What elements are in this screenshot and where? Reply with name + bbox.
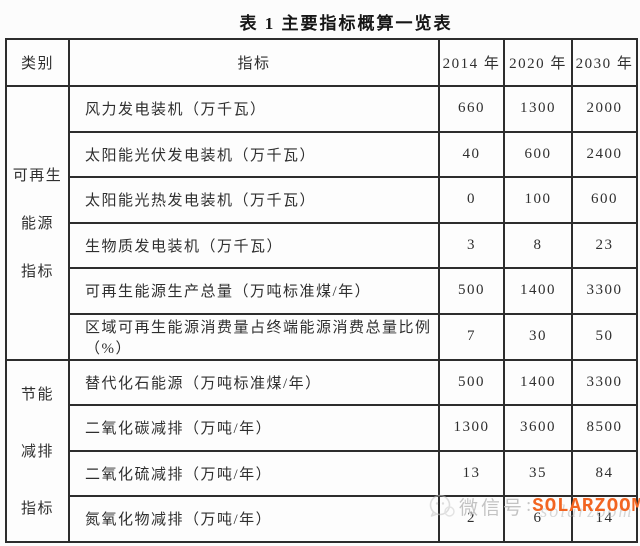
indicator-table: 类别 指标 2014 年 2020 年 2030 年 可再生 能源 指标 风力发… <box>5 38 638 543</box>
value-cell: 84 <box>571 449 638 497</box>
indicator-cell: 太阳能光热发电装机（万千瓦） <box>68 176 440 224</box>
table-row: 氮氧化物减排（万吨/年） 2 6 14 <box>6 495 638 543</box>
value-cell: 660 <box>438 85 505 133</box>
value-cell: 13 <box>438 449 505 497</box>
value-cell: 30 <box>503 312 573 361</box>
value-cell: 3 <box>438 221 505 269</box>
table-row: 太阳能光伏发电装机（万千瓦） 40 600 2400 <box>6 130 638 178</box>
value-cell: 35 <box>503 449 573 497</box>
table-row: 二氧化碳减排（万吨/年） 1300 3600 8500 <box>6 404 638 452</box>
value-cell: 500 <box>438 358 505 406</box>
value-cell: 500 <box>438 267 505 315</box>
table-row: 区域可再生能源消费量占终端能源消费总量比例（%） 7 30 50 <box>6 312 638 361</box>
indicator-cell: 区域可再生能源消费量占终端能源消费总量比例（%） <box>68 312 440 361</box>
category-cell-renewable: 可再生 能源 指标 <box>5 85 70 361</box>
indicator-cell: 二氧化碳减排（万吨/年） <box>68 404 440 452</box>
value-cell: 2400 <box>571 130 638 178</box>
value-cell: 8500 <box>571 404 638 452</box>
table-header-row: 类别 指标 2014 年 2020 年 2030 年 <box>5 38 638 87</box>
header-year-2014: 2014 年 <box>438 38 505 87</box>
value-cell: 1400 <box>503 358 573 406</box>
table-row: 生物质发电装机（万千瓦） 3 8 23 <box>6 221 638 269</box>
value-cell: 1300 <box>438 404 505 452</box>
indicator-cell: 生物质发电装机（万千瓦） <box>68 221 440 269</box>
table-row: 可再生 能源 指标 风力发电装机（万千瓦） 660 1300 2000 <box>5 85 638 361</box>
category-label: 节能 减排 指标 <box>20 387 54 517</box>
value-cell: 600 <box>571 176 638 224</box>
value-cell: 2 <box>438 495 505 543</box>
indicator-cell: 替代化石能源（万吨标准煤/年） <box>68 358 440 406</box>
value-cell: 14 <box>571 495 638 543</box>
value-cell: 2000 <box>571 85 638 133</box>
value-cell: 0 <box>438 176 505 224</box>
indicator-cell: 可再生能源生产总量（万吨标准煤/年） <box>68 267 440 315</box>
value-cell: 3300 <box>571 267 638 315</box>
table-row: 可再生能源生产总量（万吨标准煤/年） 500 1400 3300 <box>6 267 638 315</box>
value-cell: 6 <box>503 495 573 543</box>
value-cell: 1300 <box>503 85 573 133</box>
value-cell: 7 <box>438 312 505 361</box>
value-cell: 1400 <box>503 267 573 315</box>
category-label: 可再生 能源 指标 <box>12 168 63 281</box>
indicator-cell: 氮氧化物减排（万吨/年） <box>68 495 440 543</box>
header-category: 类别 <box>5 38 70 87</box>
table-row: 节能 减排 指标 替代化石能源（万吨标准煤/年） 500 1400 3300 <box>5 358 638 543</box>
value-cell: 40 <box>438 130 505 178</box>
table-row: 二氧化硫减排（万吨/年） 13 35 84 <box>6 449 638 497</box>
header-year-2020: 2020 年 <box>503 38 573 87</box>
category-cell-emission: 节能 减排 指标 <box>5 358 70 543</box>
value-cell: 23 <box>571 221 638 269</box>
header-indicator: 指标 <box>68 38 440 87</box>
indicator-cell: 太阳能光伏发电装机（万千瓦） <box>68 130 440 178</box>
indicator-cell: 二氧化硫减排（万吨/年） <box>68 449 440 497</box>
indicator-cell: 风力发电装机（万千瓦） <box>68 85 440 133</box>
page-title: 表 1 主要指标概算一览表 <box>239 14 453 33</box>
value-cell: 100 <box>503 176 573 224</box>
value-cell: 3600 <box>503 404 573 452</box>
value-cell: 50 <box>571 312 638 361</box>
value-cell: 8 <box>503 221 573 269</box>
value-cell: 600 <box>503 130 573 178</box>
value-cell: 3300 <box>571 358 638 406</box>
header-year-2030: 2030 年 <box>571 38 638 87</box>
table-row: 太阳能光热发电装机（万千瓦） 0 100 600 <box>6 176 638 224</box>
